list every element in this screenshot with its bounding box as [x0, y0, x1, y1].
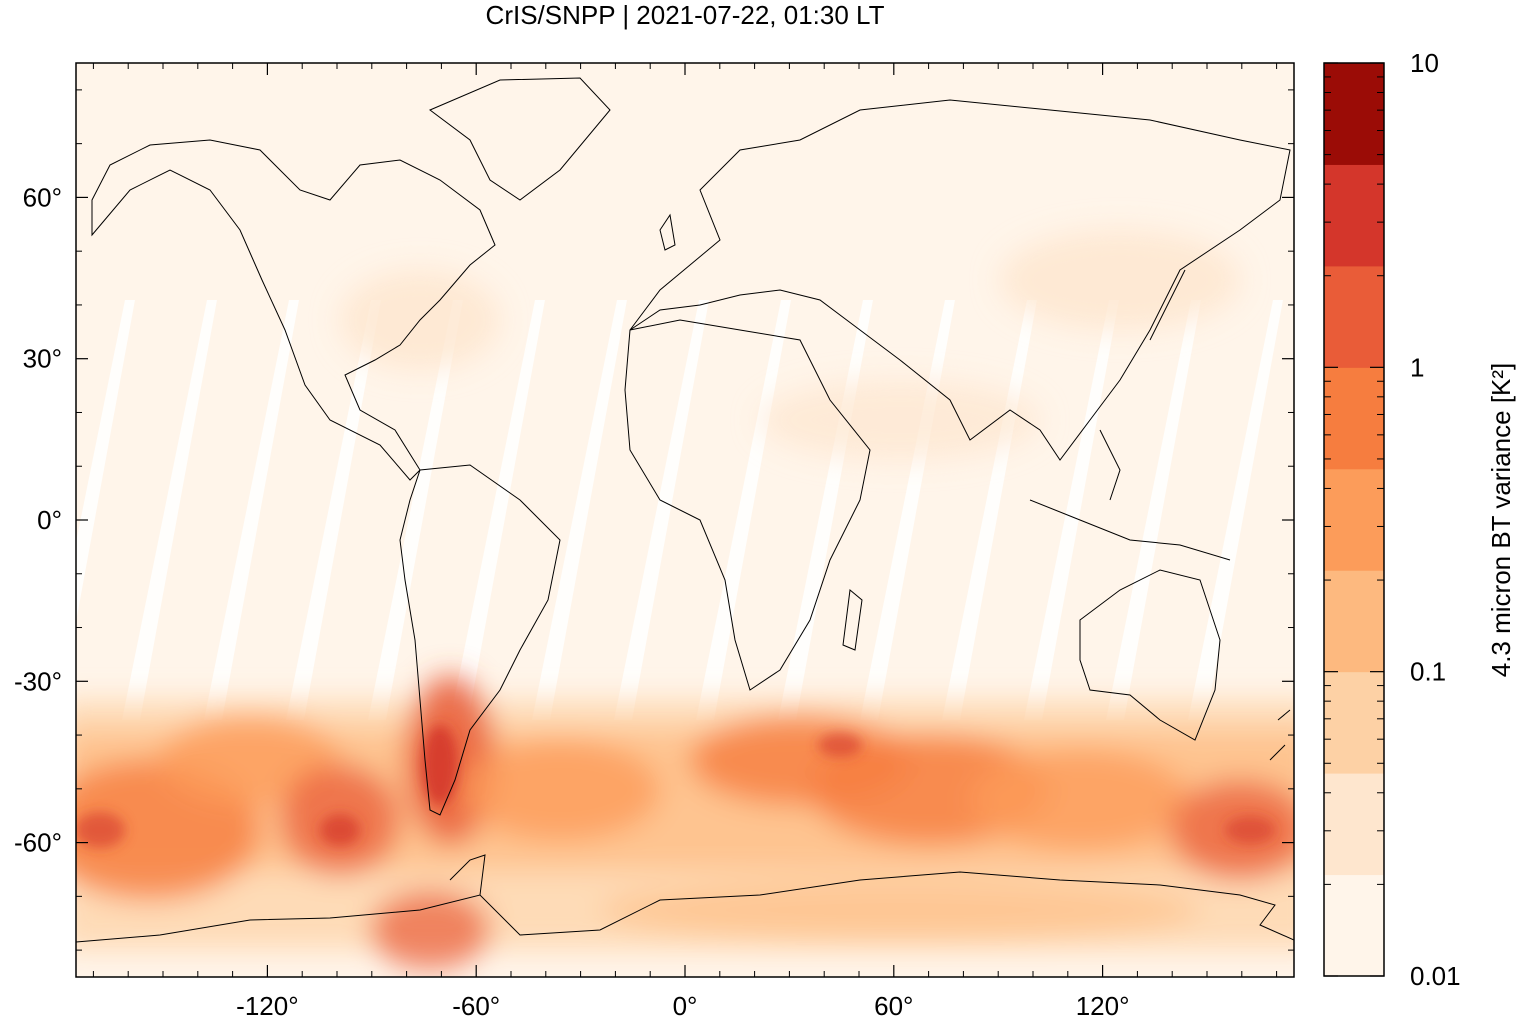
coast-south-america: [399, 464, 561, 816]
patch-north-pacific: [1000, 230, 1240, 330]
coast-africa: [624, 319, 871, 691]
axis-ticks: [76, 63, 1294, 977]
coast-eurasia: [629, 99, 1291, 461]
swath-gap: [122, 300, 217, 720]
x-tick-label: -60°: [452, 991, 500, 1020]
chart-title: CrIS/SNPP | 2021-07-22, 01:30 LT: [486, 0, 885, 30]
variance-field: [76, 230, 1294, 970]
plot-area: [76, 63, 1294, 977]
swath-gap: [1024, 300, 1119, 720]
colorbar-tick-label: 10: [1410, 48, 1439, 78]
coast-new-zealand: [1269, 709, 1291, 761]
y-tick-label: 30°: [23, 344, 62, 374]
core-south-pacific: [76, 812, 125, 848]
coast-north-america: [91, 139, 496, 481]
coast-australia: [1079, 569, 1221, 741]
y-tick-label: 60°: [23, 182, 62, 212]
colorbar-levels: [1324, 63, 1384, 977]
y-tick-label: -30°: [14, 666, 62, 696]
coast-maritime-continent: [1029, 429, 1231, 561]
colorbar-level: [1324, 468, 1384, 571]
core-australia-south: [1225, 816, 1275, 844]
x-tick-label: 120°: [1076, 991, 1130, 1020]
swath-gap: [286, 300, 381, 720]
colorbar-level: [1324, 265, 1384, 368]
colorbar-tick-label: 0.01: [1410, 961, 1461, 991]
coastlines: [76, 77, 1294, 943]
x-tick-label: 0°: [673, 991, 698, 1020]
core-patagonia: [422, 725, 458, 805]
colorbar-level: [1324, 63, 1384, 165]
patch-south-pacific-center: [160, 715, 340, 805]
axis-labels: -120° -60° 0° 60° 120° 60° 30° 0° -30° -60°: [14, 182, 1129, 1020]
patch-tropics: [760, 380, 1040, 460]
colorbar-tick-label: 0.1: [1410, 657, 1446, 687]
coast-japan: [1149, 269, 1186, 341]
colorbar-level: [1324, 773, 1384, 876]
y-tick-label: -60°: [14, 828, 62, 858]
colorbar-label: 4.3 micron BT variance [K²]: [1486, 363, 1516, 678]
patch-drake: [370, 890, 490, 970]
colorbar: 0.01 0.1 1 10 4.3 micron BT variance [K²]: [1323, 48, 1516, 991]
colorbar-tick-label: 1: [1410, 352, 1424, 382]
coast-greenland: [429, 77, 611, 201]
swath-gap: [368, 300, 463, 720]
coast-uk: [659, 213, 676, 251]
patch-antarctic-coast: [600, 880, 1200, 940]
colorbar-level: [1324, 164, 1384, 267]
colorbar-labels: 0.01 0.1 1 10: [1410, 48, 1461, 991]
colorbar-level: [1324, 570, 1384, 673]
core-southeast-pacific: [320, 814, 360, 846]
swath-gap: [204, 300, 299, 720]
coast-antarctica: [76, 871, 1294, 943]
patch-south-atlantic: [460, 740, 660, 840]
colorbar-level: [1324, 367, 1384, 470]
y-tick-label: 0°: [37, 505, 62, 535]
swath-gap: [450, 300, 545, 720]
x-tick-label: 60°: [874, 991, 913, 1020]
colorbar-frame: [1323, 62, 1385, 977]
swath-gap: [696, 300, 791, 720]
coast-antarctic-peninsula: [449, 854, 486, 896]
core-indian: [818, 733, 862, 757]
colorbar-level: [1324, 874, 1384, 977]
colorbar-level: [1324, 671, 1384, 774]
swath-gap: [1106, 300, 1201, 720]
swath-gap: [614, 300, 709, 720]
coast-madagascar: [842, 589, 863, 651]
patch-south-indian-east: [970, 750, 1190, 850]
colorbar-ticks: [1324, 62, 1384, 977]
x-tick-label: -120°: [236, 991, 298, 1020]
swath-gap: [532, 300, 627, 720]
swath-gap: [76, 300, 135, 622]
